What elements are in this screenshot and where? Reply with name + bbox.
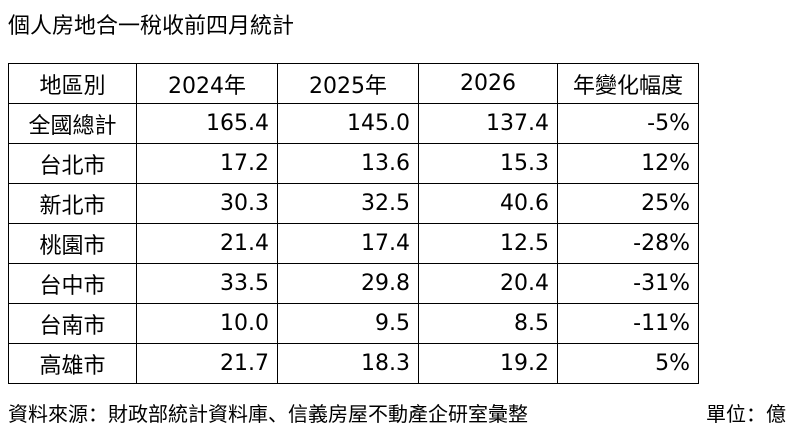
- cell-2025: 29.8: [277, 263, 419, 304]
- cell-change: 5%: [557, 343, 699, 384]
- cell-2026: 137.4: [418, 103, 558, 144]
- unit-label: 單位：億: [706, 402, 786, 426]
- cell-2026: 15.3: [418, 143, 558, 184]
- cell-2026: 40.6: [418, 183, 558, 224]
- header-yoy-change: 年變化幅度: [557, 63, 699, 104]
- cell-2024: 30.3: [136, 183, 278, 224]
- cell-change: -28%: [557, 223, 699, 264]
- cell-change: 12%: [557, 143, 699, 184]
- table-header-row: 地區別 2024年 2025年 2026 年變化幅度: [8, 63, 699, 104]
- cell-2026: 8.5: [418, 303, 558, 344]
- table-row: 台北市 17.2 13.6 15.3 12%: [8, 143, 699, 184]
- table-row: 台中市 33.5 29.8 20.4 -31%: [8, 263, 699, 304]
- cell-change: -31%: [557, 263, 699, 304]
- cell-change: -11%: [557, 303, 699, 344]
- cell-region: 台北市: [8, 143, 137, 184]
- cell-region: 新北市: [8, 183, 137, 224]
- cell-2024: 21.7: [136, 343, 278, 384]
- cell-2024: 33.5: [136, 263, 278, 304]
- cell-region: 台南市: [8, 303, 137, 344]
- table-row: 全國總計 165.4 145.0 137.4 -5%: [8, 103, 699, 144]
- header-region: 地區別: [8, 63, 137, 104]
- cell-2024: 21.4: [136, 223, 278, 264]
- cell-change: 25%: [557, 183, 699, 224]
- cell-2025: 145.0: [277, 103, 419, 144]
- cell-2025: 13.6: [277, 143, 419, 184]
- cell-2026: 20.4: [418, 263, 558, 304]
- header-2024: 2024年: [136, 63, 278, 104]
- cell-2024: 10.0: [136, 303, 278, 344]
- header-2025: 2025年: [277, 63, 419, 104]
- table-row: 新北市 30.3 32.5 40.6 25%: [8, 183, 699, 224]
- table-row: 高雄市 21.7 18.3 19.2 5%: [8, 343, 699, 384]
- cell-change: -5%: [557, 103, 699, 144]
- cell-2025: 17.4: [277, 223, 419, 264]
- cell-2025: 9.5: [277, 303, 419, 344]
- tax-stats-table: 地區別 2024年 2025年 2026 年變化幅度 全國總計 165.4 14…: [8, 63, 699, 384]
- table-row: 桃園市 21.4 17.4 12.5 -28%: [8, 223, 699, 264]
- cell-region: 桃園市: [8, 223, 137, 264]
- table-row: 台南市 10.0 9.5 8.5 -11%: [8, 303, 699, 344]
- cell-2026: 19.2: [418, 343, 558, 384]
- page-title: 個人房地合一稅收前四月統計: [8, 14, 295, 39]
- cell-2026: 12.5: [418, 223, 558, 264]
- cell-region: 台中市: [8, 263, 137, 304]
- data-source-note: 資料來源：財政部統計資料庫、信義房屋不動產企研室彙整: [8, 402, 528, 426]
- cell-2024: 17.2: [136, 143, 278, 184]
- cell-region: 全國總計: [8, 103, 137, 144]
- header-2026: 2026: [418, 63, 558, 104]
- cell-2025: 18.3: [277, 343, 419, 384]
- cell-region: 高雄市: [8, 343, 137, 384]
- cell-2025: 32.5: [277, 183, 419, 224]
- cell-2024: 165.4: [136, 103, 278, 144]
